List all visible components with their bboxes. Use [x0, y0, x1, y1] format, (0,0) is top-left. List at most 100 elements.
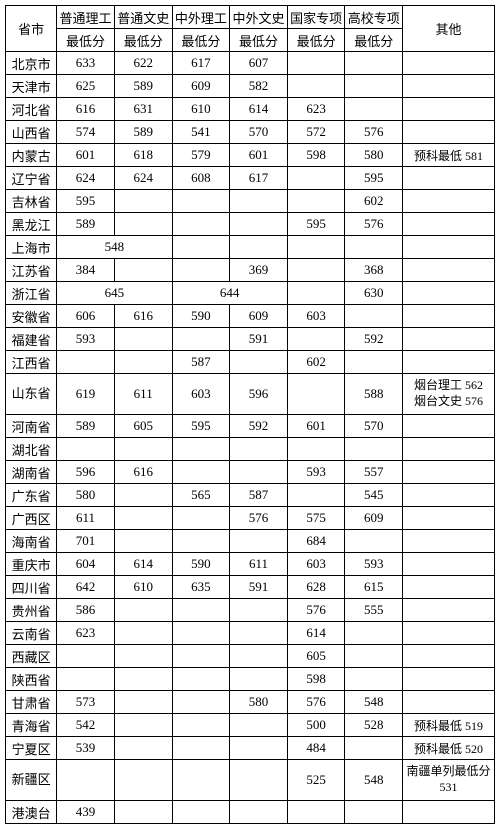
score-cell: [230, 438, 288, 461]
score-cell: 595: [345, 167, 403, 190]
score-cell: 589: [57, 415, 115, 438]
score-cell: 576: [287, 691, 345, 714]
province-cell: 北京市: [6, 52, 57, 75]
other-cell: [403, 213, 495, 236]
score-cell: 576: [345, 213, 403, 236]
province-cell: 江西省: [6, 351, 57, 374]
table-row: 湖南省596616593557: [6, 461, 495, 484]
score-cell: 573: [57, 691, 115, 714]
table-header: 省市 普通理工 普通文史 中外理工 中外文史 国家专项 高校专项 其他 最低分 …: [6, 6, 495, 52]
other-cell: [403, 52, 495, 75]
score-cell: 591: [230, 328, 288, 351]
other-cell: [403, 75, 495, 98]
table-row: 黑龙江589595576: [6, 213, 495, 236]
table-row: 宁夏区539484预科最低 520: [6, 737, 495, 760]
score-cell: [114, 645, 172, 668]
other-cell: [403, 167, 495, 190]
score-cell: 565: [172, 484, 230, 507]
score-cell: 602: [287, 351, 345, 374]
score-cell: [172, 507, 230, 530]
score-cell: 684: [287, 530, 345, 553]
score-cell: 611: [230, 553, 288, 576]
province-cell: 河南省: [6, 415, 57, 438]
score-cell: [287, 801, 345, 824]
score-cell: [172, 438, 230, 461]
province-cell: 福建省: [6, 328, 57, 351]
score-cell: 384: [57, 259, 115, 282]
score-cell: [114, 599, 172, 622]
score-cell: [114, 484, 172, 507]
score-cell: 628: [287, 576, 345, 599]
score-cell: 590: [172, 305, 230, 328]
score-cell: [230, 236, 288, 259]
other-cell: [403, 668, 495, 691]
score-cell: 593: [57, 328, 115, 351]
other-cell: [403, 328, 495, 351]
score-cell: 601: [287, 415, 345, 438]
province-cell: 吉林省: [6, 190, 57, 213]
table-row: 广东省580565587545: [6, 484, 495, 507]
province-cell: 重庆市: [6, 553, 57, 576]
score-cell: [287, 438, 345, 461]
header-col-3: 中外文史: [230, 6, 288, 29]
table-row: 广西区611576575609: [6, 507, 495, 530]
table-row: 湖北省: [6, 438, 495, 461]
score-cell: 615: [345, 576, 403, 599]
score-cell: [172, 714, 230, 737]
score-cell: [345, 351, 403, 374]
score-cell: 603: [287, 305, 345, 328]
score-cell: 598: [287, 144, 345, 167]
score-cell: 590: [172, 553, 230, 576]
score-cell: 369: [230, 259, 288, 282]
score-cell: [230, 801, 288, 824]
score-cell: 588: [345, 374, 403, 415]
province-cell: 宁夏区: [6, 737, 57, 760]
score-cell: 624: [57, 167, 115, 190]
score-cell: 589: [114, 75, 172, 98]
score-cell: 610: [114, 576, 172, 599]
score-cell: [172, 622, 230, 645]
score-cell: 611: [57, 507, 115, 530]
score-cell: 614: [230, 98, 288, 121]
score-cell: 598: [287, 668, 345, 691]
province-cell: 湖北省: [6, 438, 57, 461]
score-cell: 587: [172, 351, 230, 374]
table-row: 安徽省606616590609603: [6, 305, 495, 328]
score-cell: 582: [230, 75, 288, 98]
table-row: 吉林省595602: [6, 190, 495, 213]
subheader-0: 最低分: [57, 29, 115, 52]
score-cell: 609: [230, 305, 288, 328]
score-cell: [287, 374, 345, 415]
score-cell: [114, 622, 172, 645]
subheader-4: 最低分: [287, 29, 345, 52]
province-cell: 上海市: [6, 236, 57, 259]
table-row: 河北省616631610614623: [6, 98, 495, 121]
score-cell: 605: [287, 645, 345, 668]
province-cell: 浙江省: [6, 282, 57, 305]
other-cell: [403, 415, 495, 438]
header-col-0: 普通理工: [57, 6, 115, 29]
score-cell: [172, 760, 230, 801]
score-cell: 525: [287, 760, 345, 801]
score-cell: [287, 190, 345, 213]
score-cell: [114, 714, 172, 737]
score-cell: 607: [230, 52, 288, 75]
score-cell: 625: [57, 75, 115, 98]
score-cell: 586: [57, 599, 115, 622]
table-row: 上海市548: [6, 236, 495, 259]
other-cell: [403, 351, 495, 374]
score-cell: [114, 530, 172, 553]
other-cell: [403, 645, 495, 668]
score-cell: 604: [57, 553, 115, 576]
table-row: 重庆市604614590611603593: [6, 553, 495, 576]
score-cell: [230, 351, 288, 374]
score-cell: 528: [345, 714, 403, 737]
score-cell: [230, 190, 288, 213]
province-cell: 四川省: [6, 576, 57, 599]
score-cell: 592: [230, 415, 288, 438]
score-cell: [287, 259, 345, 282]
score-cell: 602: [345, 190, 403, 213]
score-cell: [172, 645, 230, 668]
province-cell: 山东省: [6, 374, 57, 415]
score-cell: [172, 190, 230, 213]
